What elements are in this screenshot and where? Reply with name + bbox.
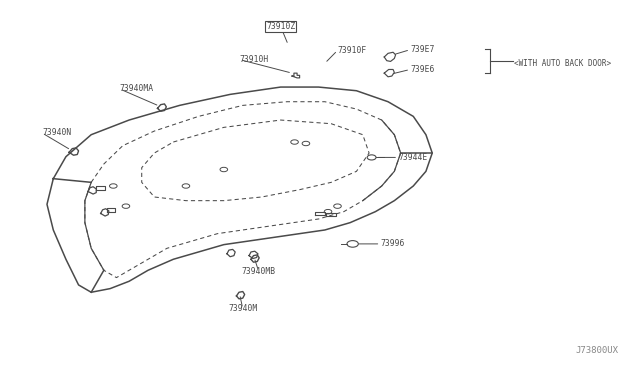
Text: 73940MB: 73940MB [241,266,276,276]
Text: 73910Z: 73910Z [266,22,295,31]
Text: 73940N: 73940N [42,128,71,137]
Text: 73910F: 73910F [337,46,367,55]
Text: 739E7: 739E7 [410,45,435,54]
Text: 73940M: 73940M [228,304,257,313]
Text: 73996: 73996 [380,240,405,248]
Text: 73910H: 73910H [239,55,269,64]
Text: <WITH AUTO BACK DOOR>: <WITH AUTO BACK DOOR> [515,59,611,68]
Text: 73944E: 73944E [398,153,428,162]
Text: 73940MA: 73940MA [120,84,154,93]
Text: J73800UX: J73800UX [575,346,618,355]
Text: 739E6: 739E6 [410,65,435,74]
